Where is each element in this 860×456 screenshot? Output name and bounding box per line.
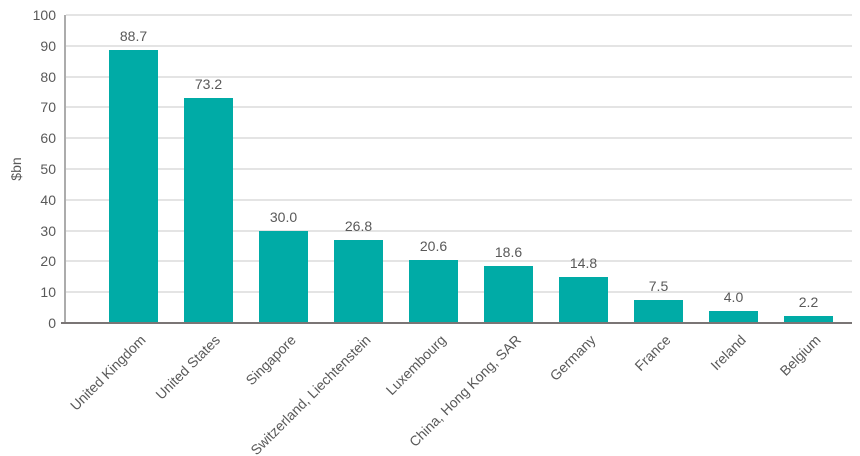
- x-axis-line: [61, 322, 852, 324]
- bar-value-label: 88.7: [119, 27, 148, 44]
- bar: [109, 49, 158, 323]
- y-tick-label: 50: [40, 161, 56, 177]
- bar-value-label: 30.0: [269, 208, 298, 225]
- bar: [634, 299, 683, 323]
- y-tick-label: 20: [40, 253, 56, 270]
- gridline: [66, 229, 852, 232]
- bar-value-label: 20.6: [419, 237, 448, 254]
- x-category-label: Ireland: [706, 331, 749, 374]
- gridline: [66, 260, 852, 263]
- bar: [259, 230, 308, 323]
- bar: [184, 97, 233, 323]
- gridline: [66, 198, 852, 201]
- bar: [709, 310, 758, 323]
- bar: [334, 240, 383, 323]
- y-tick-label: 60: [40, 130, 56, 147]
- y-axis-line: [64, 15, 66, 323]
- gridline: [66, 75, 852, 78]
- bar: [784, 316, 833, 323]
- x-category-label: Luxembourg: [382, 331, 449, 399]
- gridline: [66, 106, 852, 109]
- y-tick-label: 0: [48, 315, 56, 331]
- gridline: [66, 137, 852, 140]
- bar-value-label: 26.8: [344, 218, 373, 235]
- y-tick-label: 70: [40, 99, 56, 116]
- y-tick-label: 30: [40, 222, 56, 239]
- gridline: [66, 44, 852, 47]
- bar-value-label: 73.2: [194, 75, 223, 92]
- bar: [409, 259, 458, 323]
- y-tick-label: 80: [40, 68, 56, 85]
- bar-value-label: 7.5: [648, 277, 669, 294]
- y-tick-label: 40: [40, 191, 56, 208]
- bar-value-label: 18.6: [494, 243, 523, 260]
- gridline: [66, 291, 852, 294]
- y-tick-label: 100: [32, 7, 56, 23]
- gridline: [66, 168, 852, 170]
- x-category-label: France: [631, 331, 674, 374]
- x-category-label: Belgium: [776, 331, 824, 379]
- gridline: [66, 14, 852, 16]
- bar: [484, 265, 533, 323]
- bar: [559, 277, 608, 323]
- x-category-label: United Kingdom: [66, 331, 149, 414]
- bar-value-label: 14.8: [569, 255, 598, 272]
- x-category-label: Switzerland, Liechtenstein: [247, 331, 374, 456]
- y-tick-label: 10: [40, 284, 56, 301]
- bar-value-label: 4.0: [723, 288, 744, 305]
- x-category-label: Germany: [546, 331, 599, 384]
- x-category-label: United States: [152, 331, 224, 403]
- y-tick-label: 90: [40, 37, 56, 54]
- x-category-label: Singapore: [242, 331, 299, 389]
- bar-value-label: 2.2: [798, 294, 819, 311]
